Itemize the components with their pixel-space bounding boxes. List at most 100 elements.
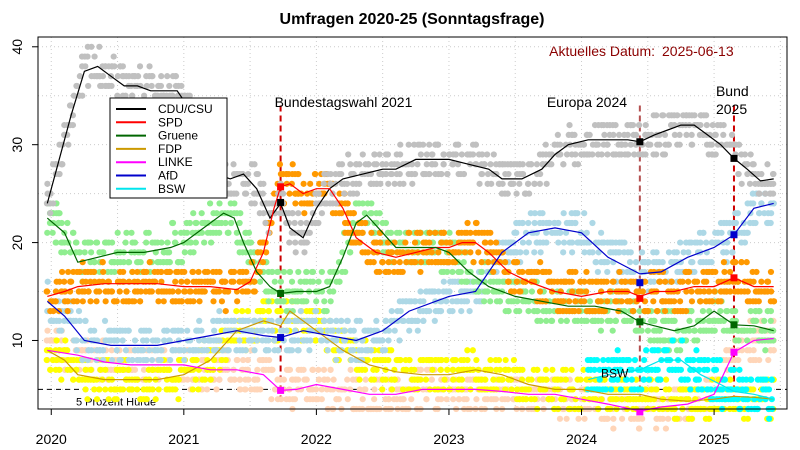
- poll-point: [254, 170, 261, 178]
- poll-point: [295, 376, 302, 383]
- poll-point: [119, 337, 126, 344]
- poll-point: [288, 180, 295, 187]
- poll-point: [148, 82, 155, 90]
- poll-point: [338, 161, 346, 168]
- poll-point: [755, 298, 762, 305]
- poll-point: [356, 161, 363, 168]
- poll-point: [230, 278, 237, 285]
- poll-point: [610, 131, 617, 138]
- poll-point: [650, 298, 657, 305]
- poll-point: [617, 366, 624, 373]
- poll-point: [522, 288, 529, 295]
- poll-point: [313, 298, 320, 305]
- poll-point: [119, 386, 127, 393]
- poll-point: [574, 161, 582, 168]
- poll-point: [300, 180, 307, 187]
- poll-point: [613, 298, 620, 305]
- poll-point: [768, 288, 775, 295]
- poll-point: [96, 288, 103, 295]
- poll-point: [706, 308, 713, 315]
- y-tick-label: 10: [9, 332, 25, 348]
- poll-point: [449, 366, 456, 373]
- poll-point: [178, 298, 185, 305]
- poll-point: [222, 219, 229, 227]
- election-marker: [730, 154, 738, 162]
- poll-point: [216, 200, 223, 207]
- poll-point: [216, 229, 223, 236]
- poll-point: [294, 337, 302, 344]
- poll-point: [419, 141, 427, 148]
- poll-point: [572, 396, 579, 403]
- poll-point: [364, 356, 372, 364]
- poll-point: [711, 288, 718, 295]
- poll-point: [283, 327, 290, 334]
- poll-point: [244, 288, 252, 295]
- poll-point: [128, 229, 135, 236]
- poll-point: [614, 347, 621, 354]
- poll-point: [361, 366, 369, 373]
- poll-point: [499, 180, 506, 187]
- poll-point: [116, 288, 123, 295]
- poll-point: [382, 347, 389, 354]
- poll-point: [473, 219, 480, 227]
- poll-point: [320, 180, 327, 187]
- poll-point: [577, 376, 584, 383]
- poll-point: [560, 396, 567, 403]
- poll-point: [537, 170, 544, 178]
- poll-point: [198, 229, 206, 236]
- poll-point: [596, 376, 603, 383]
- poll-point: [718, 229, 725, 236]
- poll-point: [129, 92, 136, 99]
- poll-point: [82, 386, 89, 393]
- poll-point: [88, 43, 95, 50]
- poll-point: [125, 327, 132, 334]
- poll-point: [353, 190, 361, 197]
- event-label: Europa 2024: [547, 94, 627, 110]
- poll-point: [368, 210, 375, 217]
- poll-point: [519, 366, 526, 373]
- poll-point: [161, 337, 168, 344]
- poll-point: [697, 122, 704, 129]
- poll-point: [449, 161, 457, 168]
- poll-point: [385, 327, 393, 334]
- poll-point: [411, 366, 418, 373]
- poll-point: [62, 337, 69, 344]
- poll-point: [531, 180, 538, 187]
- poll-point: [646, 376, 653, 383]
- election-marker: [277, 334, 285, 342]
- poll-point: [618, 298, 625, 305]
- poll-point: [764, 278, 772, 285]
- poll-point: [91, 327, 98, 334]
- poll-point: [365, 161, 372, 168]
- poll-point: [108, 347, 115, 354]
- poll-point: [743, 376, 750, 383]
- poll-point: [96, 386, 103, 393]
- poll-point: [770, 298, 777, 305]
- poll-point: [196, 317, 203, 324]
- poll-point: [387, 170, 394, 178]
- poll-point: [263, 249, 270, 256]
- poll-point: [706, 288, 713, 295]
- poll-point: [592, 259, 599, 266]
- poll-point: [244, 308, 252, 315]
- poll-point: [309, 278, 317, 285]
- poll-point: [770, 180, 777, 187]
- poll-point: [64, 298, 71, 305]
- poll-point: [723, 249, 730, 256]
- poll-point: [292, 249, 299, 256]
- poll-point: [244, 356, 251, 364]
- poll-point: [416, 229, 424, 236]
- poll-point: [738, 259, 745, 266]
- poll-point: [344, 219, 352, 227]
- poll-point: [364, 249, 372, 256]
- poll-point: [712, 268, 719, 276]
- poll-point: [600, 356, 607, 364]
- poll-point: [700, 317, 707, 324]
- poll-point: [642, 278, 649, 285]
- poll-point: [169, 288, 176, 295]
- poll-point: [729, 249, 736, 256]
- poll-point: [569, 249, 576, 256]
- poll-point: [178, 259, 186, 266]
- poll-point: [167, 356, 174, 364]
- poll-point: [750, 327, 757, 334]
